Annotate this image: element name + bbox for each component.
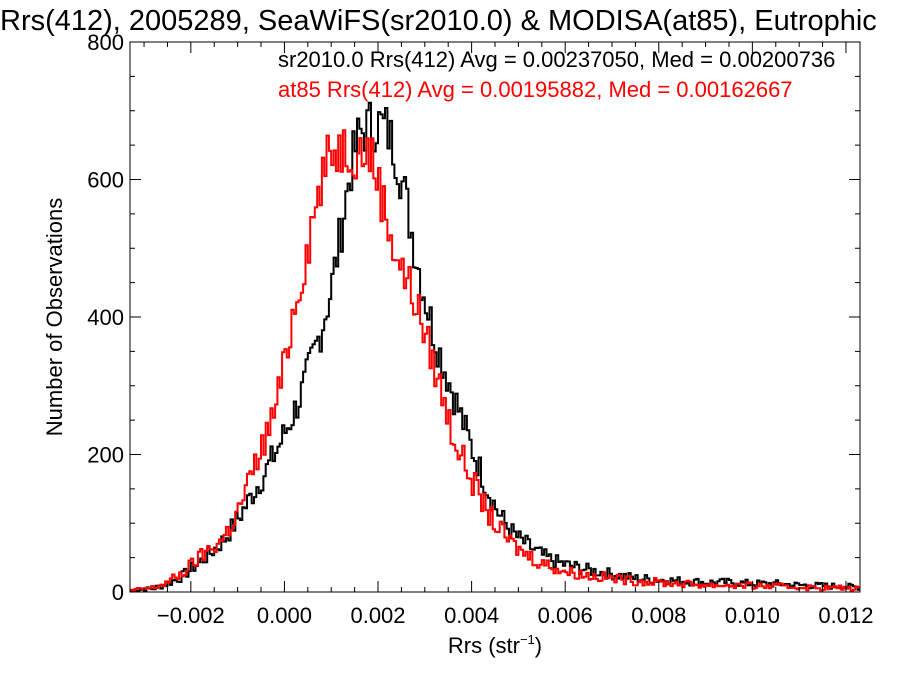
series-layer: [130, 101, 860, 593]
y-tick-label: 400: [87, 305, 124, 330]
x-tick-label: 0.006: [538, 603, 593, 628]
x-tick-label: 0.000: [257, 603, 312, 628]
x-tick-label: 0.012: [818, 603, 873, 628]
y-tick-label: 800: [87, 30, 124, 55]
x-axis-label-superscript: −1: [520, 632, 535, 647]
x-tick-label: 0.010: [725, 603, 780, 628]
y-tick-label: 0: [112, 580, 124, 605]
x-tick-label: 0.002: [350, 603, 405, 628]
y-tick-label: 200: [87, 443, 124, 468]
x-axis-label: Rrs (str−1): [448, 632, 542, 658]
x-tick-label: 0.008: [631, 603, 686, 628]
x-axis-label-base: Rrs (str: [448, 633, 520, 658]
y-axis-label: Number of Observations: [42, 198, 67, 436]
x-tick-label: 0.004: [444, 603, 499, 628]
series-line-at85: [130, 129, 860, 592]
legend-entry-at85: at85 Rrs(412) Avg = 0.00195882, Med = 0.…: [278, 77, 793, 102]
chart-title: Rrs(412), 2005289, SeaWiFS(sr2010.0) & M…: [0, 5, 877, 37]
ticks-layer: −0.002 0.000 0.002 0.004 0.006 0.008 0.010 0.01…: [87, 30, 873, 628]
legend-entry-sr2010: sr2010.0 Rrs(412) Avg = 0.00237050, Med …: [278, 47, 835, 72]
x-tick-label: −0.002: [157, 603, 225, 628]
y-tick-label: 600: [87, 168, 124, 193]
series-line-sr2010-0: [130, 101, 860, 593]
x-axis-label-close: ): [535, 633, 542, 658]
